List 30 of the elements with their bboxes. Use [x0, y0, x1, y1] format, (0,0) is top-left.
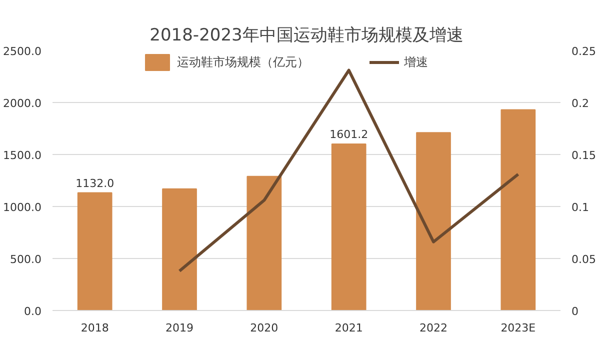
bar — [162, 188, 197, 310]
y2-tick-label: 0.2 — [572, 97, 589, 110]
y2-tick-label: 0.1 — [572, 201, 589, 214]
bar — [416, 132, 451, 310]
bar — [500, 109, 536, 310]
y2-tick-label: 0.05 — [572, 253, 596, 266]
x-tick-label: 2023E — [500, 322, 536, 334]
x-tick-label: 2021 — [334, 322, 363, 334]
x-tick-label: 2018 — [80, 322, 109, 334]
data-label: 1132.0 — [76, 176, 114, 190]
legend-label: 运动鞋市场规模（亿元） — [177, 54, 309, 70]
bar — [246, 176, 282, 310]
x-tick-label: 2020 — [250, 322, 278, 334]
line-series — [178, 68, 520, 272]
bar — [77, 192, 112, 310]
x-tick-label: 2019 — [166, 322, 194, 334]
y-tick-label: 2500.0 — [3, 45, 42, 58]
y2-tick-label: 0.15 — [572, 149, 596, 162]
x-tick-label: 2022 — [420, 322, 448, 334]
bar — [331, 143, 366, 310]
chart-title: 2018-2023年中国运动鞋市场规模及增速 — [150, 26, 464, 46]
y-tick-label: 500.0 — [10, 253, 42, 266]
y-tick-label: 1000.0 — [3, 201, 42, 214]
data-label: 1601.2 — [330, 128, 368, 141]
y2-tick-label: 0 — [572, 305, 578, 318]
y-tick-label: 2000.0 — [3, 97, 42, 110]
y-tick-label: 1500.0 — [3, 149, 42, 162]
y2-tick-label: 0.25 — [572, 45, 596, 58]
y-tick-label: 0.0 — [24, 305, 42, 318]
legend-label: 增速 — [404, 54, 428, 70]
